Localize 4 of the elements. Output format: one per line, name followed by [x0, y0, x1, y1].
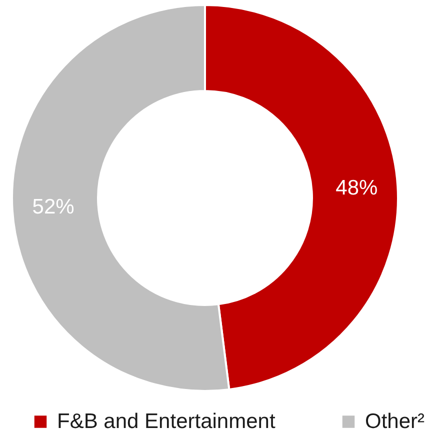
- data-label: 48%: [336, 176, 378, 200]
- legend-label: Other²: [365, 410, 425, 433]
- data-label: 52%: [32, 196, 74, 219]
- legend-label: F&B and Entertainment: [57, 410, 276, 433]
